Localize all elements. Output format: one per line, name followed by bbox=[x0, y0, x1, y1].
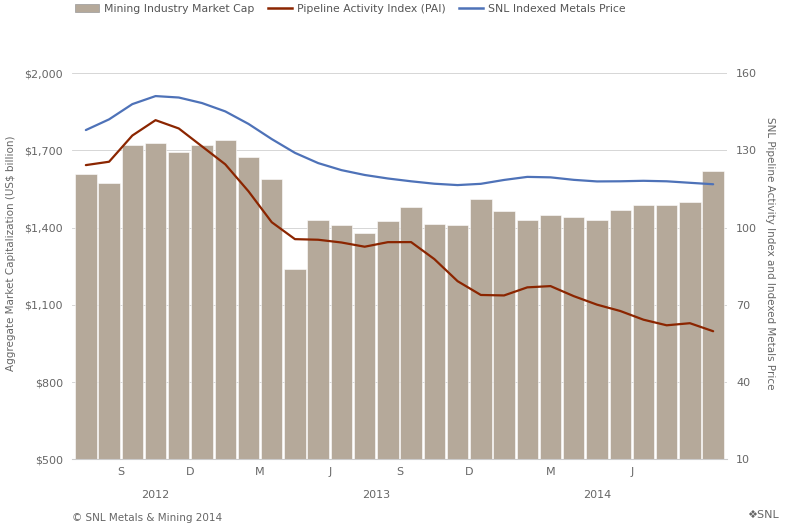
Bar bbox=[98, 183, 120, 528]
Y-axis label: SNL Pipeline Activity Index and Indexed Metals Price: SNL Pipeline Activity Index and Indexed … bbox=[765, 117, 776, 390]
Bar bbox=[284, 269, 306, 528]
Bar bbox=[308, 220, 329, 528]
Bar bbox=[656, 204, 678, 528]
Bar bbox=[540, 215, 561, 528]
Text: ❖SNL: ❖SNL bbox=[747, 510, 779, 520]
Bar bbox=[586, 220, 608, 528]
Text: 2014: 2014 bbox=[582, 490, 611, 500]
Text: © SNL Metals & Mining 2014: © SNL Metals & Mining 2014 bbox=[72, 513, 222, 523]
Text: 2013: 2013 bbox=[362, 490, 391, 500]
Bar bbox=[470, 200, 491, 528]
Text: 2012: 2012 bbox=[141, 490, 169, 500]
Bar bbox=[145, 143, 166, 528]
Bar bbox=[168, 152, 189, 528]
Bar bbox=[75, 174, 97, 528]
Legend: Mining Industry Market Cap, Pipeline Activity Index (PAI), SNL Indexed Metals Pr: Mining Industry Market Cap, Pipeline Act… bbox=[71, 0, 630, 18]
Bar bbox=[563, 218, 584, 528]
Bar bbox=[121, 145, 143, 528]
Y-axis label: Aggregate Market Capitalization (US$ billion): Aggregate Market Capitalization (US$ bil… bbox=[6, 136, 16, 371]
Bar bbox=[377, 221, 399, 528]
Bar bbox=[238, 157, 259, 528]
Bar bbox=[517, 220, 538, 528]
Bar bbox=[493, 211, 515, 528]
Bar bbox=[191, 145, 213, 528]
Bar bbox=[354, 233, 376, 528]
Bar bbox=[679, 202, 701, 528]
Bar bbox=[702, 171, 724, 528]
Bar bbox=[633, 204, 654, 528]
Bar bbox=[423, 224, 445, 528]
Bar bbox=[610, 210, 631, 528]
Bar bbox=[261, 179, 282, 528]
Bar bbox=[215, 140, 236, 528]
Bar bbox=[331, 225, 352, 528]
Bar bbox=[400, 207, 422, 528]
Bar bbox=[447, 225, 468, 528]
